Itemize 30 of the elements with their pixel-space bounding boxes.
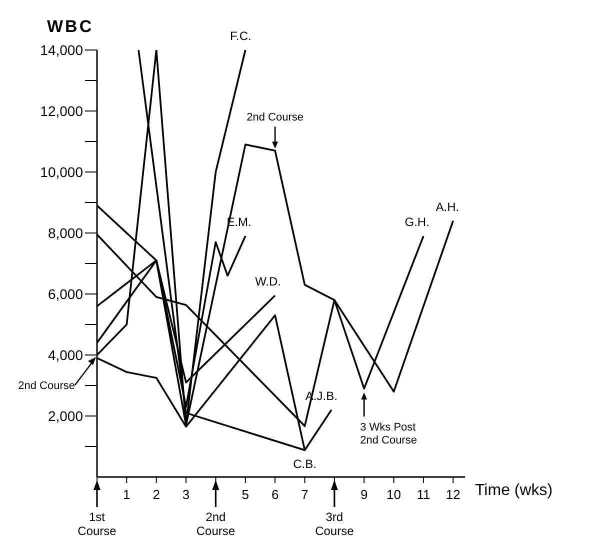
series-label: C.B. xyxy=(293,457,316,472)
annotation: 2nd Course xyxy=(18,380,75,392)
x-tick-label: 7 xyxy=(301,487,308,502)
y-tick-label: 8,000 xyxy=(48,225,84,241)
x-tick-label: 6 xyxy=(271,487,279,502)
y-tick-label: 14,000 xyxy=(40,42,84,58)
text: 2nd Course xyxy=(196,510,236,537)
series-label: W.D. xyxy=(255,274,282,289)
series-label: F.C. xyxy=(230,29,252,43)
x-tick-label: 3 xyxy=(182,487,190,502)
series-label: G.H. xyxy=(404,215,430,230)
y-axis-title: WBC xyxy=(47,17,94,36)
text: 1st Course xyxy=(78,510,117,537)
y-tick-label: 12,000 xyxy=(40,103,84,119)
y-tick-label: 6,000 xyxy=(48,286,84,302)
x-tick-label: 5 xyxy=(242,487,250,502)
annotation: 2nd Course xyxy=(246,112,304,124)
series-label: A.H. xyxy=(436,200,460,214)
x-tick-label: 11 xyxy=(416,487,430,502)
x-tick-label: 2 xyxy=(152,487,160,502)
annotation: 3 Wks Post 2nd Course xyxy=(360,422,417,447)
x-tick-label: 1 xyxy=(123,487,130,502)
text: 3rd Course xyxy=(315,510,354,537)
x-tick-label: 12 xyxy=(446,487,460,502)
y-tick-label: 2,000 xyxy=(48,408,84,424)
x-tick-label: 10 xyxy=(386,487,402,502)
x-tick-label: 9 xyxy=(360,487,368,502)
y-tick-label: 10,000 xyxy=(40,164,84,180)
y-tick-label: 4,000 xyxy=(48,347,84,363)
x-axis-title: Time (wks) xyxy=(475,482,553,499)
